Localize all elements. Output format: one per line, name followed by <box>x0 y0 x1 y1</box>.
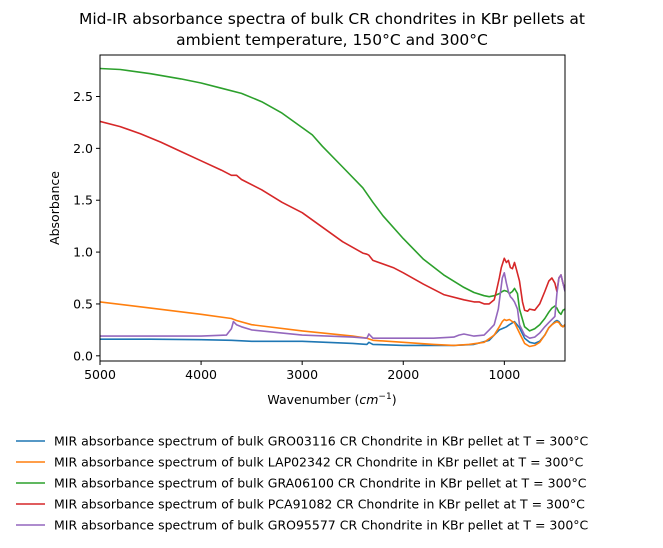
ticks-layer: 5000 4000 3000 2000 1000 0.0 0.5 1.0 1.5 2.0 2.5 <box>73 89 520 382</box>
y-tick-label-5: 2.0 <box>73 141 93 156</box>
legend-label-3: MIR absorbance spectrum of bulk GRA06100… <box>54 476 587 491</box>
legend-label-2: MIR absorbance spectrum of bulk LAP02342… <box>54 455 584 470</box>
legend-label-4: MIR absorbance spectrum of bulk PCA91082… <box>54 497 585 512</box>
series-line-4 <box>100 120 565 313</box>
legend: MIR absorbance spectrum of bulk GRO03116… <box>16 434 589 533</box>
series-line-2 <box>100 301 565 348</box>
plot-frame <box>99 54 566 362</box>
series-layer <box>100 67 565 348</box>
x-tick-label-2: 4000 <box>185 367 217 382</box>
x-axis-label: Wavenumber (cm−1) <box>267 392 396 407</box>
chart-title-line-2: ambient temperature, 150°C and 300°C <box>176 31 488 49</box>
legend-label-5: MIR absorbance spectrum of bulk GRO95577… <box>54 518 589 533</box>
series-line-3 <box>100 67 565 332</box>
x-tick-label-3: 3000 <box>286 367 318 382</box>
y-tick-label-1: 0.0 <box>73 348 93 363</box>
x-tick-label-4: 2000 <box>387 367 419 382</box>
y-tick-label-3: 1.0 <box>73 245 93 260</box>
y-tick-label-2: 0.5 <box>73 296 93 311</box>
y-axis-label: Absorbance <box>47 171 62 245</box>
legend-label-1: MIR absorbance spectrum of bulk GRO03116… <box>54 434 589 449</box>
series-line-5 <box>100 271 565 340</box>
x-tick-label-5: 1000 <box>488 367 520 382</box>
chart-title-line-1: Mid-IR absorbance spectra of bulk CR cho… <box>79 10 585 28</box>
x-tick-label-1: 5000 <box>84 367 116 382</box>
y-tick-label-6: 2.5 <box>73 89 93 104</box>
y-tick-label-4: 1.5 <box>73 193 93 208</box>
